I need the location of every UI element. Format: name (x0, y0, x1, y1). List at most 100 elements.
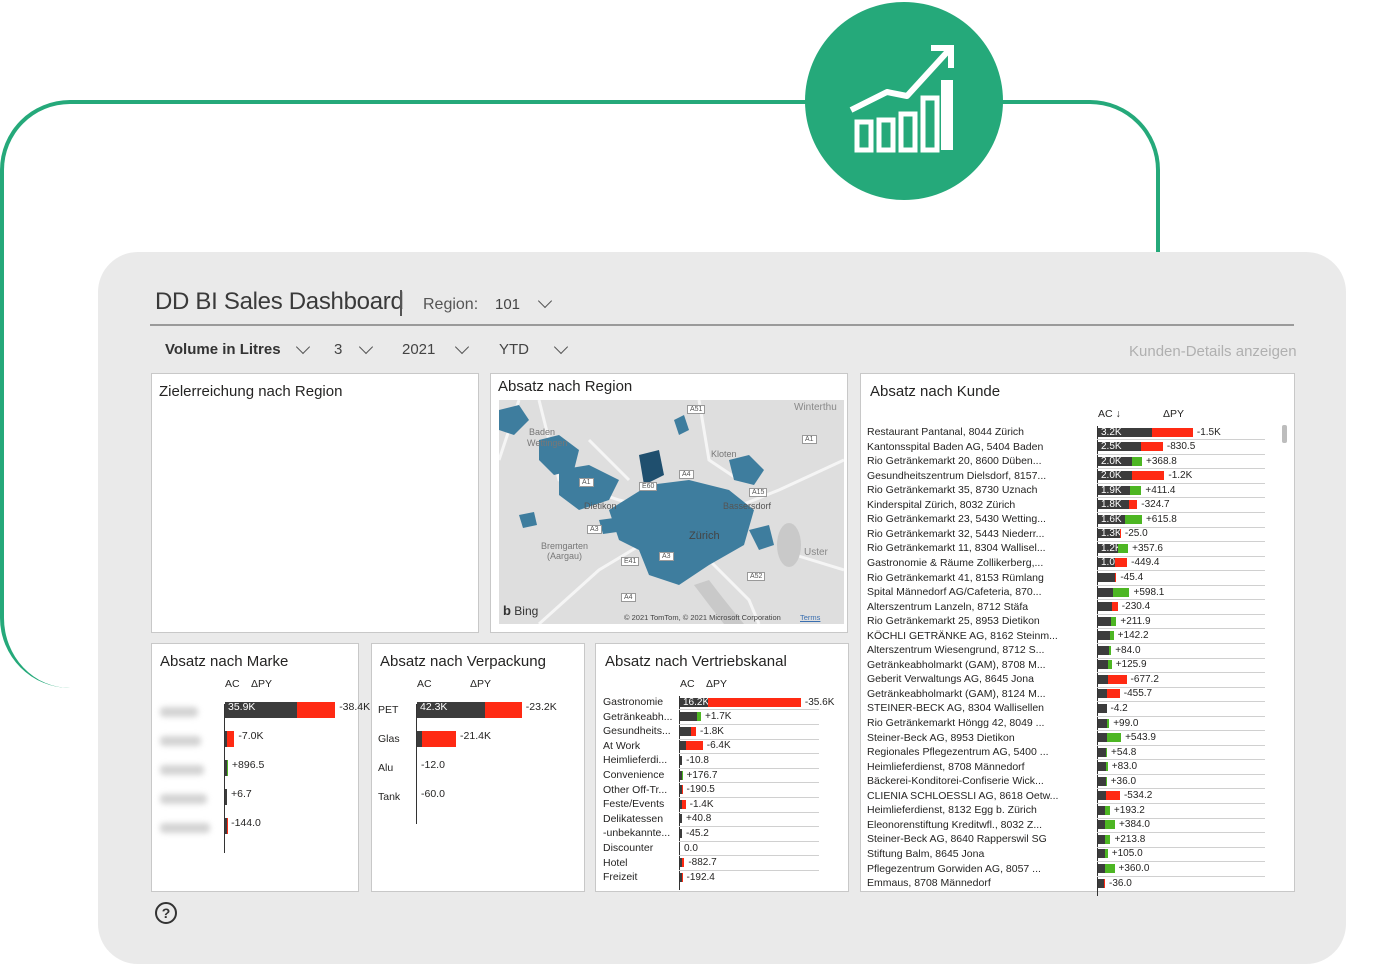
ac-bar (1098, 558, 1115, 568)
delta-bar (1110, 616, 1117, 626)
region-dropdown[interactable]: 101 (495, 296, 521, 313)
customer-name: STEINER-BECK AG, 8304 Wallisellen (867, 702, 1045, 715)
delta-bar (1118, 543, 1129, 553)
ac-bar (1098, 442, 1141, 452)
delta-value-label: -35.6K (804, 696, 835, 708)
month-dropdown[interactable]: 3 (334, 341, 343, 358)
delta-value-label: -6.4K (706, 740, 731, 752)
row-separator (1097, 701, 1265, 703)
customer-name: Alterszentrum Wiesengrund, 8712 S... (867, 644, 1045, 657)
row-separator (1097, 672, 1265, 674)
customer-name: Steiner-Beck AG, 8953 Dietikon (867, 731, 1015, 744)
delta-value-label: +99.0 (1113, 717, 1139, 729)
ac-bar (1098, 791, 1106, 801)
delta-bar (1105, 791, 1120, 801)
customer-name: Getränkeabholmarkt (GAM), 8708 M... (867, 658, 1046, 671)
delta-bar (1132, 456, 1142, 466)
measure-dropdown[interactable]: Volume in Litres (165, 341, 281, 358)
map-svg (499, 400, 844, 624)
delta-value-label: +368.8 (1145, 455, 1177, 467)
region-map[interactable]: Winterthu Baden Wettingen Kloten Dietiko… (499, 400, 844, 624)
delta-value-label: +125.9 (1115, 659, 1147, 671)
delta-value-label: +84.0 (1115, 644, 1141, 656)
ac-bar (680, 858, 682, 868)
row-separator (1097, 788, 1265, 790)
customer-name: Rio Getränkemarkt Höngg 42, 8049 ... (867, 717, 1045, 729)
column-header-ac: AC (680, 678, 695, 690)
map-label: (Aargau) (547, 551, 583, 561)
category-label: Freizeit (603, 871, 638, 884)
column-header-dpy: ΔPY (1163, 408, 1185, 420)
delta-value-label: +176.7 (686, 769, 718, 781)
delta-bar (1108, 660, 1112, 670)
card-title: Absatz nach Marke (160, 653, 289, 670)
row-separator (679, 811, 819, 813)
row-separator (1097, 482, 1265, 484)
delta-value-label: -38.4K (339, 701, 371, 713)
row-separator (679, 855, 819, 857)
delta-bar (1130, 485, 1142, 495)
customer-name: Alterszentrum Lanzeln, 8712 Stäfa (867, 600, 1029, 613)
delta-bar (1132, 471, 1165, 481)
ac-bar (1098, 703, 1107, 713)
row-separator (1097, 686, 1265, 688)
delta-bar (1140, 442, 1163, 452)
map-attribution: © 2021 TomTom, © 2021 Microsoft Corporat… (624, 613, 781, 622)
row-separator (1097, 512, 1265, 514)
row-separator (679, 826, 819, 828)
delta-value-label: +6.7 (231, 788, 252, 800)
customer-name: Rio Getränkemarkt 25, 8953 Dietikon (867, 615, 1040, 628)
road-label: A51 (687, 405, 706, 414)
ac-bar (1098, 762, 1106, 772)
delta-value-label: +142.2 (1117, 630, 1149, 642)
row-separator (1097, 584, 1265, 586)
customer-name: Rio Getränkemarkt 23, 5430 Wetting... (867, 513, 1046, 526)
customer-name: KÖCHLI GETRÄNKE AG, 8162 Steinm... (867, 629, 1058, 642)
delta-value-label: -45.4 (1120, 572, 1144, 583)
ac-bar (1098, 689, 1108, 699)
delta-bar (1104, 834, 1111, 844)
customer-name: Bäckerei-Konditorei-Confiserie Wick... (867, 775, 1044, 788)
delta-value-label: +598.1 (1133, 586, 1165, 598)
category-label: Gastronomie (603, 696, 664, 708)
delta-value-label: +357.6 (1132, 542, 1163, 554)
ac-bar (1098, 456, 1132, 466)
delta-bar (1115, 558, 1128, 568)
delta-value-label: +615.8 (1145, 513, 1177, 525)
year-dropdown[interactable]: 2021 (402, 341, 436, 358)
delta-value-label: -10.8 (686, 754, 709, 766)
customer-name: Kinderspital Zürich, 8032 Zürich (867, 498, 1016, 511)
row-separator (679, 753, 819, 755)
customer-name: CLIENIA SCHLOESSLI AG, 8618 Oetw... (867, 789, 1059, 802)
customer-name: Kantonsspital Baden AG, 5404 Baden (867, 440, 1044, 453)
delta-bar (1128, 500, 1138, 510)
map-label: Bassersdorf (723, 501, 772, 511)
row-separator (1097, 497, 1265, 499)
ac-bar (1098, 733, 1107, 743)
delta-bar (686, 741, 703, 751)
ac-bar (1098, 602, 1112, 612)
ac-value-label: 1.0K (1101, 557, 1122, 569)
help-icon[interactable]: ? (155, 902, 177, 924)
period-dropdown[interactable]: YTD (499, 341, 529, 358)
delta-value-label: -7.0K (238, 730, 264, 742)
column-header-ac[interactable]: AC ↓ (1098, 408, 1121, 420)
chart-axis (224, 704, 225, 853)
ac-value-label: 1.2K (1101, 542, 1122, 554)
ac-bar (680, 712, 697, 722)
delta-value-label: +1.7K (705, 711, 732, 723)
delta-value-label: -455.7 (1123, 688, 1153, 700)
map-label: Wettingen (527, 438, 568, 448)
zielerreichung-card: Zielerreichung nach Region (151, 373, 479, 633)
ac-bar (417, 702, 485, 718)
marke-card: Absatz nach Marke AC ΔPY 35.9K -38.4K -7.0… (151, 643, 370, 892)
terms-link[interactable]: Terms (800, 613, 821, 622)
kunde-details-button[interactable]: Kunden-Details anzeigen (1129, 343, 1297, 360)
row-separator (679, 840, 819, 842)
ac-bar (1098, 820, 1105, 830)
map-label: Winterthu (794, 402, 837, 413)
scrollbar[interactable] (1282, 425, 1287, 443)
customer-name: Geberit Verwaltungs AG, 8645 Jona (867, 673, 1034, 686)
blurred-brand-label (160, 823, 210, 833)
row-separator (1097, 599, 1265, 601)
